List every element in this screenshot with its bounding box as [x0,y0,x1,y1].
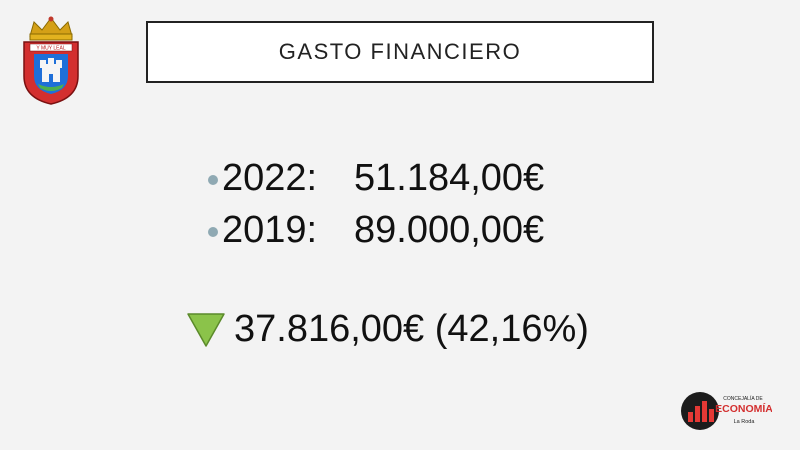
bullet-dot [208,227,218,237]
svg-text:Y MUY LEAL: Y MUY LEAL [36,46,65,52]
svg-text:CONCEJALÍA DE: CONCEJALÍA DE [723,395,763,402]
bullet-item: 2019: 89.000,00€ [208,204,544,256]
down-triangle-icon [187,312,225,347]
title-box: GASTO FINANCIERO [146,21,654,83]
svg-text:ECONOMÍA: ECONOMÍA [715,402,772,415]
bullet-item: 2022: 51.184,00€ [208,152,544,204]
bullet-amount: 89.000,00€ [354,208,545,251]
bullet-amount: 51.184,00€ [354,156,545,199]
bullet-list: 2022: 51.184,00€ 2019: 89.000,00€ [208,152,544,256]
change-summary: 37.816,00€ (42,16%) [186,308,589,351]
slide-title: GASTO FINANCIERO [278,39,522,64]
bullet-dot [208,175,218,185]
economia-logo: CONCEJALÍA DE ECONOMÍA La Roda [680,390,773,432]
bullet-year: 2019: [222,208,318,251]
coat-of-arms-logo: Y MUY LEAL [16,14,86,106]
svg-text:La Roda: La Roda [734,419,756,425]
bullet-year: 2022: [222,156,318,199]
change-text: 37.816,00€ (42,16%) [234,308,589,350]
